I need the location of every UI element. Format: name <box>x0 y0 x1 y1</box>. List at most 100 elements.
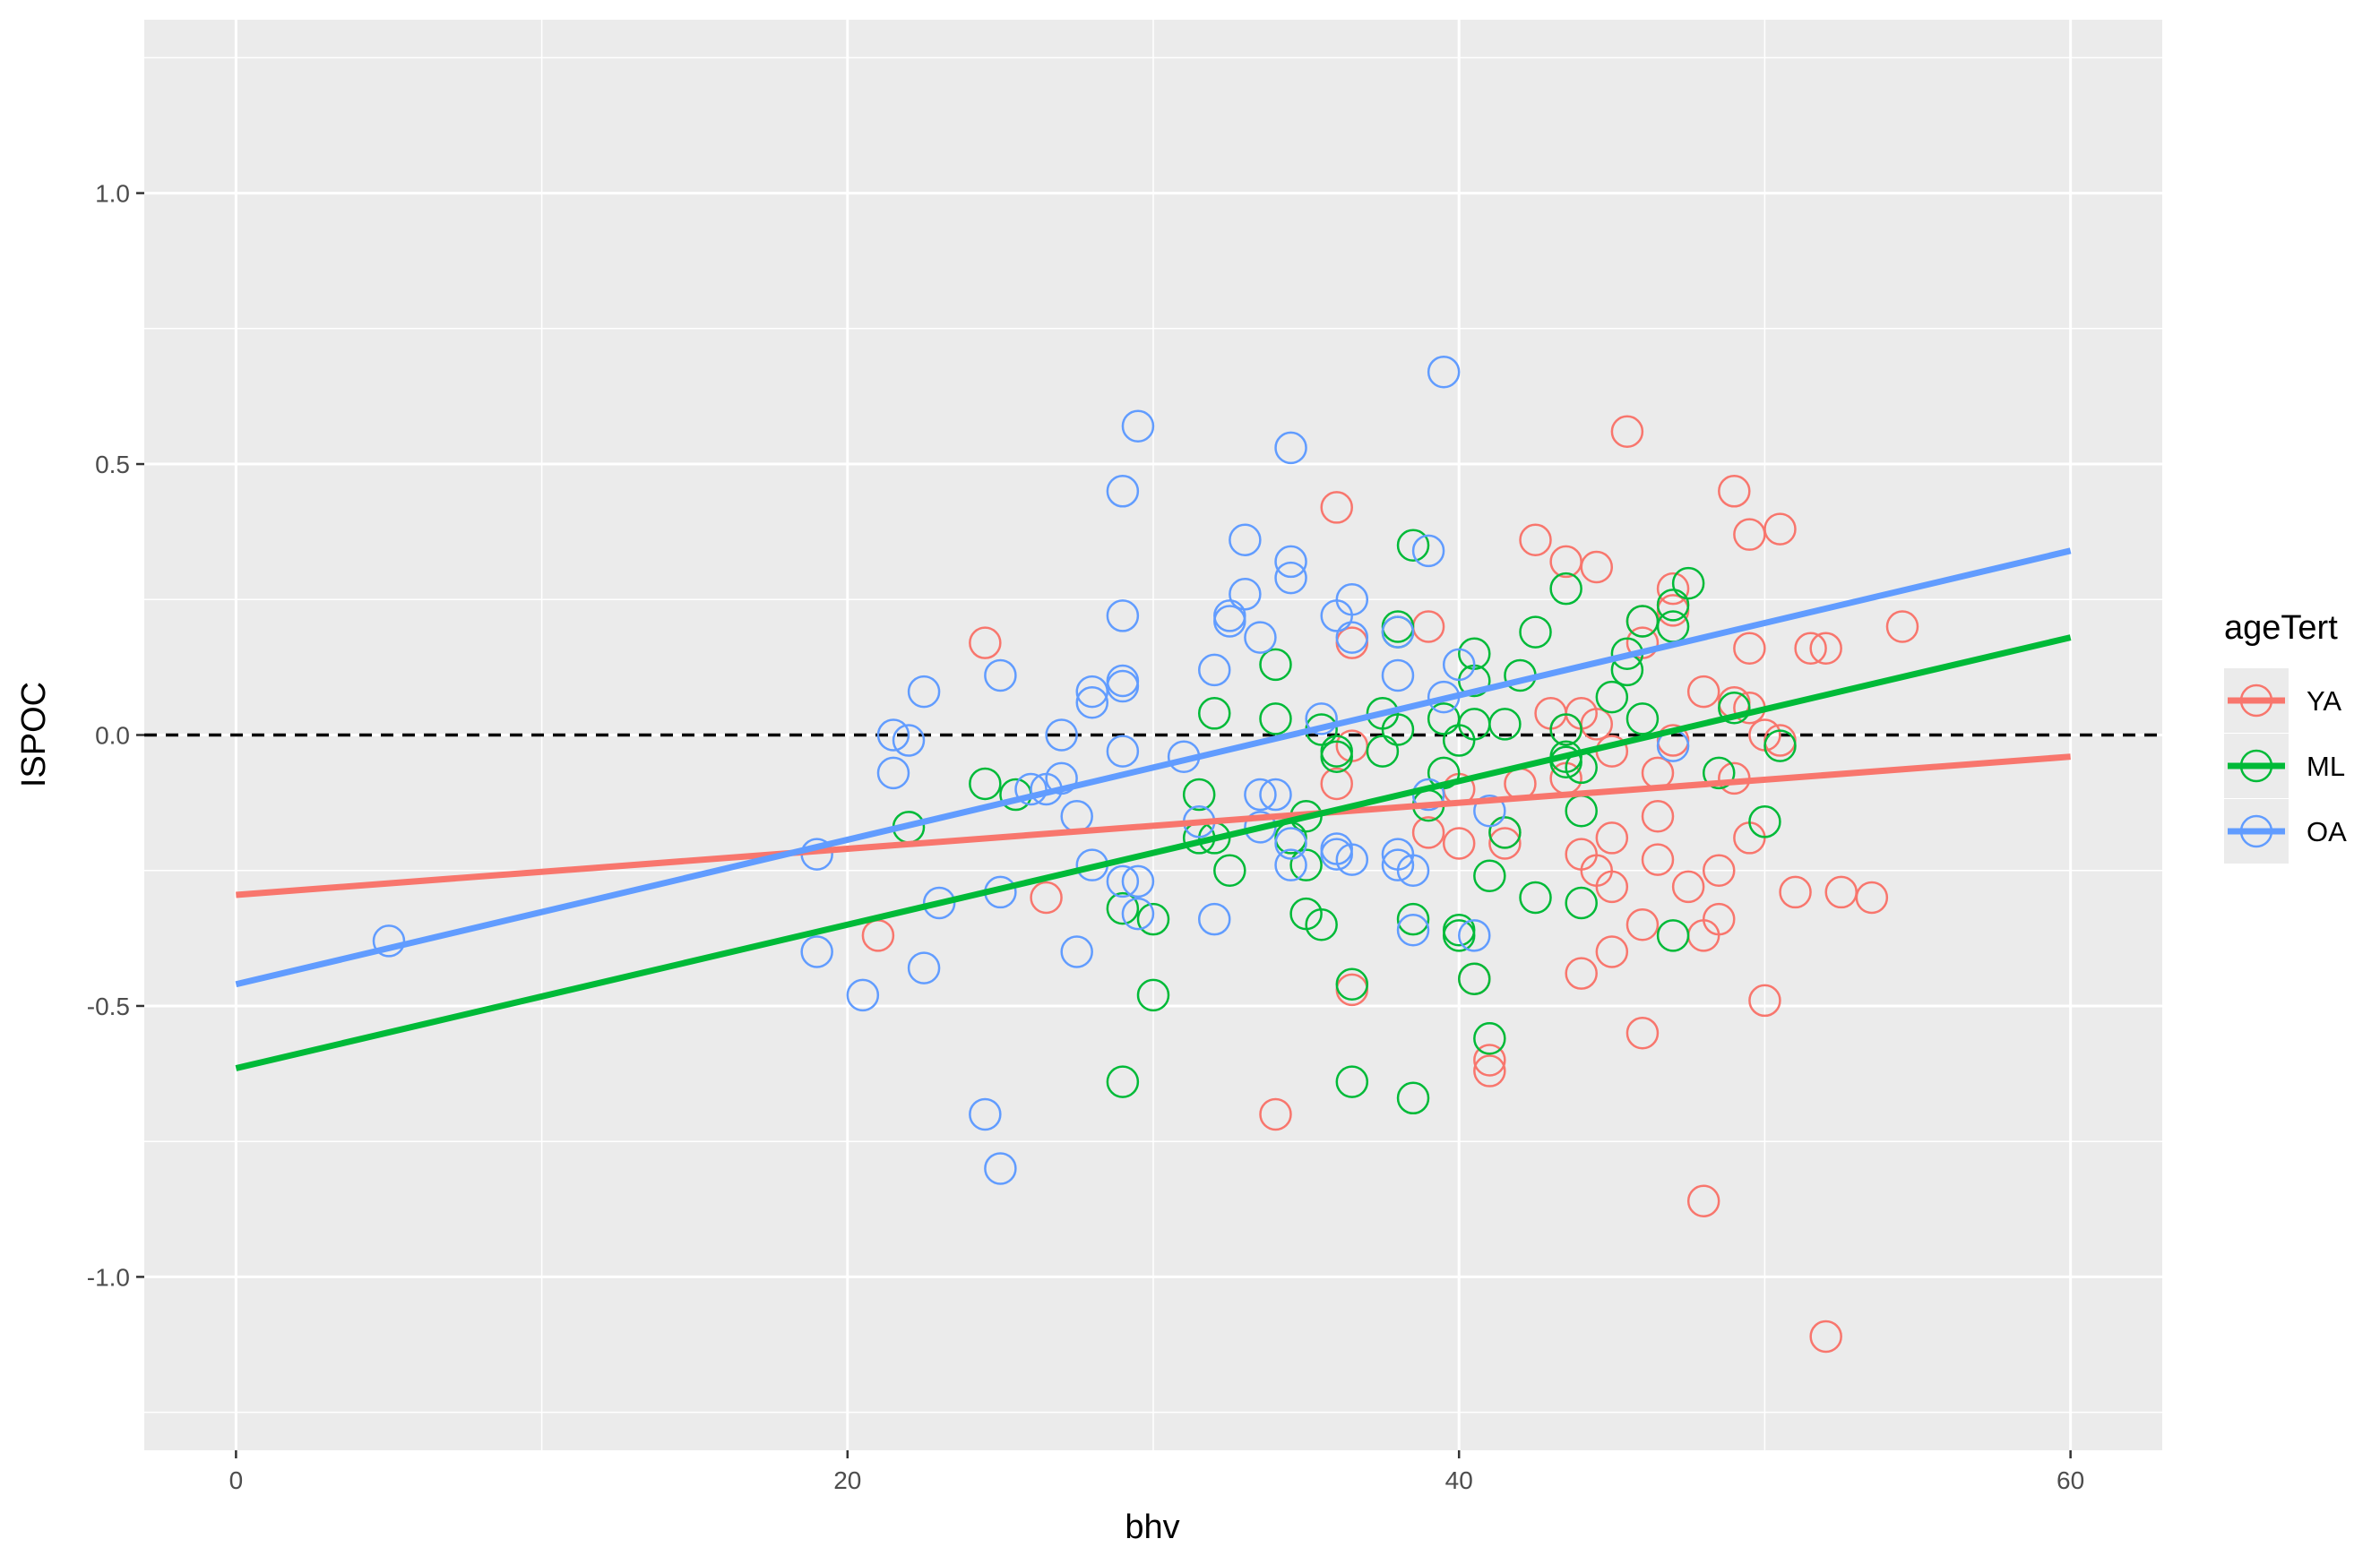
point-ya <box>1595 935 1629 968</box>
point-ml <box>1763 729 1797 762</box>
point-oa <box>1305 702 1338 735</box>
point-oa <box>1427 355 1461 389</box>
point-oa <box>1442 648 1476 682</box>
point-ya <box>1671 870 1705 904</box>
point-ya <box>1641 799 1675 833</box>
point-oa <box>892 724 926 757</box>
legend-title: ageTert <box>2224 609 2338 647</box>
point-ya <box>1809 1320 1842 1354</box>
point-oa <box>1396 914 1430 947</box>
point-oa <box>907 951 941 984</box>
y-tick-label: 1.0 <box>95 180 130 208</box>
point-oa <box>922 886 956 920</box>
point-oa <box>1458 919 1491 952</box>
point-oa <box>1335 843 1369 876</box>
minor-gridlines <box>144 20 2162 1450</box>
point-ya <box>1625 907 1660 941</box>
point-oa <box>372 924 406 958</box>
point-oa <box>1106 599 1140 632</box>
point-ml <box>1213 854 1246 887</box>
point-ya <box>1656 572 1690 606</box>
point-oa <box>1106 735 1140 768</box>
point-ya <box>969 626 1002 659</box>
point-oa <box>1274 545 1307 579</box>
point-ml <box>1305 907 1338 941</box>
point-oa <box>1381 615 1415 649</box>
point-ya <box>1625 1016 1660 1050</box>
x-tick-label: 60 <box>2057 1466 2084 1494</box>
point-ml <box>1182 778 1216 812</box>
point-ml <box>1656 919 1690 952</box>
point-ml <box>1625 702 1660 735</box>
legend-label-ml: ML <box>2307 751 2345 782</box>
fit-line-ml <box>235 634 2072 1071</box>
point-ml <box>969 767 1002 801</box>
point-ml <box>1488 708 1522 741</box>
point-oa <box>1213 605 1246 638</box>
point-oa <box>1229 577 1262 611</box>
point-ml <box>1136 978 1170 1012</box>
y-tick-label: 0.0 <box>95 722 130 750</box>
y-tick-label: -1.0 <box>87 1263 130 1291</box>
point-oa <box>1381 848 1415 881</box>
point-ml <box>1473 859 1506 893</box>
fit-line-ya <box>236 753 2071 898</box>
point-ml <box>1748 805 1781 838</box>
point-oa <box>1106 864 1140 898</box>
point-ml <box>1197 697 1231 730</box>
point-ya <box>1320 491 1353 524</box>
point-ya <box>1763 512 1797 546</box>
x-tick-label: 40 <box>1445 1466 1473 1494</box>
point-ml <box>1519 881 1552 915</box>
point-oa <box>1274 431 1307 465</box>
point-ya <box>1473 1044 1506 1077</box>
point-ya <box>1488 827 1522 860</box>
point-oa <box>1396 854 1430 887</box>
point-oa <box>1106 669 1140 703</box>
point-ya <box>1595 870 1629 904</box>
point-ml <box>1396 1081 1430 1115</box>
point-ya <box>1702 902 1736 936</box>
point-oa <box>1106 475 1140 508</box>
point-ya <box>1565 957 1598 990</box>
point-oa <box>846 978 880 1012</box>
point-oa <box>1274 561 1307 595</box>
point-ml <box>1136 902 1170 936</box>
point-ya <box>1686 1184 1720 1217</box>
point-oa <box>1121 864 1155 898</box>
legend-marker-ml <box>2239 749 2273 783</box>
point-ya <box>1809 632 1842 665</box>
legend-keys: YA ML OA <box>2224 668 2347 864</box>
point-ya <box>1411 816 1445 849</box>
point-ml <box>1565 886 1598 920</box>
point-oa <box>1473 794 1506 828</box>
point-ya <box>1855 881 1889 915</box>
point-oa <box>1244 621 1277 654</box>
point-ml <box>1473 1022 1506 1055</box>
point-ya <box>1473 1054 1506 1087</box>
point-oa <box>1121 897 1155 931</box>
point-ya <box>1748 984 1781 1018</box>
point-ml <box>1259 702 1292 735</box>
y-axis-title: ISPOC <box>15 682 53 787</box>
point-oa <box>1320 838 1353 871</box>
legend-marker-ya <box>2239 683 2273 718</box>
point-ya <box>1718 475 1751 508</box>
point-oa <box>1274 827 1307 860</box>
point-ml <box>1335 967 1369 1002</box>
point-ya <box>1794 632 1827 665</box>
point-ya <box>1259 1097 1292 1131</box>
point-ya <box>1610 415 1644 448</box>
point-oa <box>1060 935 1093 968</box>
point-ya <box>1686 675 1720 709</box>
point-oa <box>907 675 941 709</box>
y-tick-label: 0.5 <box>95 451 130 478</box>
point-oa <box>876 718 910 752</box>
point-ml <box>1702 756 1736 790</box>
point-oa <box>984 1152 1017 1185</box>
point-oa <box>969 1097 1002 1131</box>
x-axis-title: bhv <box>1125 1509 1179 1546</box>
point-ml <box>1458 962 1491 995</box>
point-oa <box>876 756 910 790</box>
